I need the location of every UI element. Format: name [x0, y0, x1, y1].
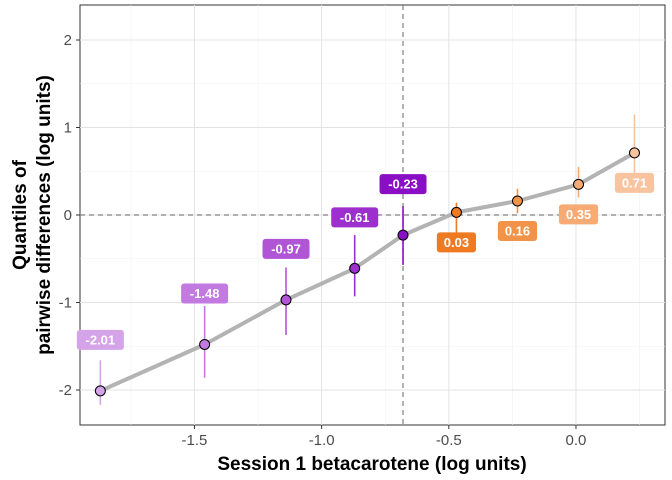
- quantile-point: [573, 178, 585, 190]
- y-tick-label: -1: [59, 295, 72, 312]
- data-label-box: [76, 329, 124, 350]
- data-label-box: [379, 174, 427, 195]
- quantile-point: [450, 206, 462, 218]
- quantile-points: [94, 147, 640, 397]
- data-label-box: [262, 238, 310, 259]
- data-label: 0.16: [505, 224, 530, 239]
- x-axis-ticks: -1.5 -1.0 -0.5 0.0: [182, 425, 587, 449]
- data-label-box: [614, 172, 655, 193]
- quantile-point: [397, 229, 409, 241]
- quantile-point: [280, 294, 292, 306]
- data-label-box: [181, 283, 229, 304]
- data-label-box: [558, 204, 599, 225]
- y-tick-label: 1: [64, 120, 72, 137]
- quantile-point: [349, 262, 361, 274]
- data-label-box: [331, 207, 379, 228]
- x-tick-label: -0.5: [436, 432, 462, 449]
- data-label: 0.03: [444, 235, 469, 250]
- quantile-point: [628, 147, 640, 159]
- data-labels: -2.01 -1.48 -0.97 -0.61 -0.23 0.03 0.16 0.35 0.7…: [76, 172, 655, 350]
- quantile-point: [94, 385, 106, 397]
- data-label: -0.23: [388, 177, 418, 192]
- quantile-point: [199, 339, 211, 350]
- y-axis-title-line-1: Quantiles of: [10, 159, 31, 269]
- y-axis-ticks: -2 -1 0 1 2: [59, 32, 80, 399]
- data-label: -0.61: [340, 210, 370, 225]
- data-label: -0.97: [271, 241, 301, 256]
- data-label: -1.48: [190, 286, 220, 301]
- y-axis-title-line-2: pairwise differences (log units): [34, 75, 55, 355]
- minor-gridlines: [80, 5, 665, 425]
- y-tick-label: 0: [64, 207, 72, 224]
- y-tick-label: 2: [64, 32, 72, 49]
- y-tick-label: -2: [59, 382, 72, 399]
- x-axis-title: Session 1 betacarotene (log units): [217, 454, 526, 475]
- x-tick-label: 0.0: [566, 432, 587, 449]
- data-label-box: [497, 221, 538, 241]
- quantile-point: [511, 195, 523, 207]
- data-label-box: [436, 232, 477, 253]
- data-label: 0.35: [566, 207, 591, 222]
- data-label: -2.01: [86, 332, 116, 347]
- data-label: 0.71: [622, 175, 647, 190]
- x-tick-label: -1.5: [182, 432, 208, 449]
- x-tick-label: -1.0: [309, 432, 335, 449]
